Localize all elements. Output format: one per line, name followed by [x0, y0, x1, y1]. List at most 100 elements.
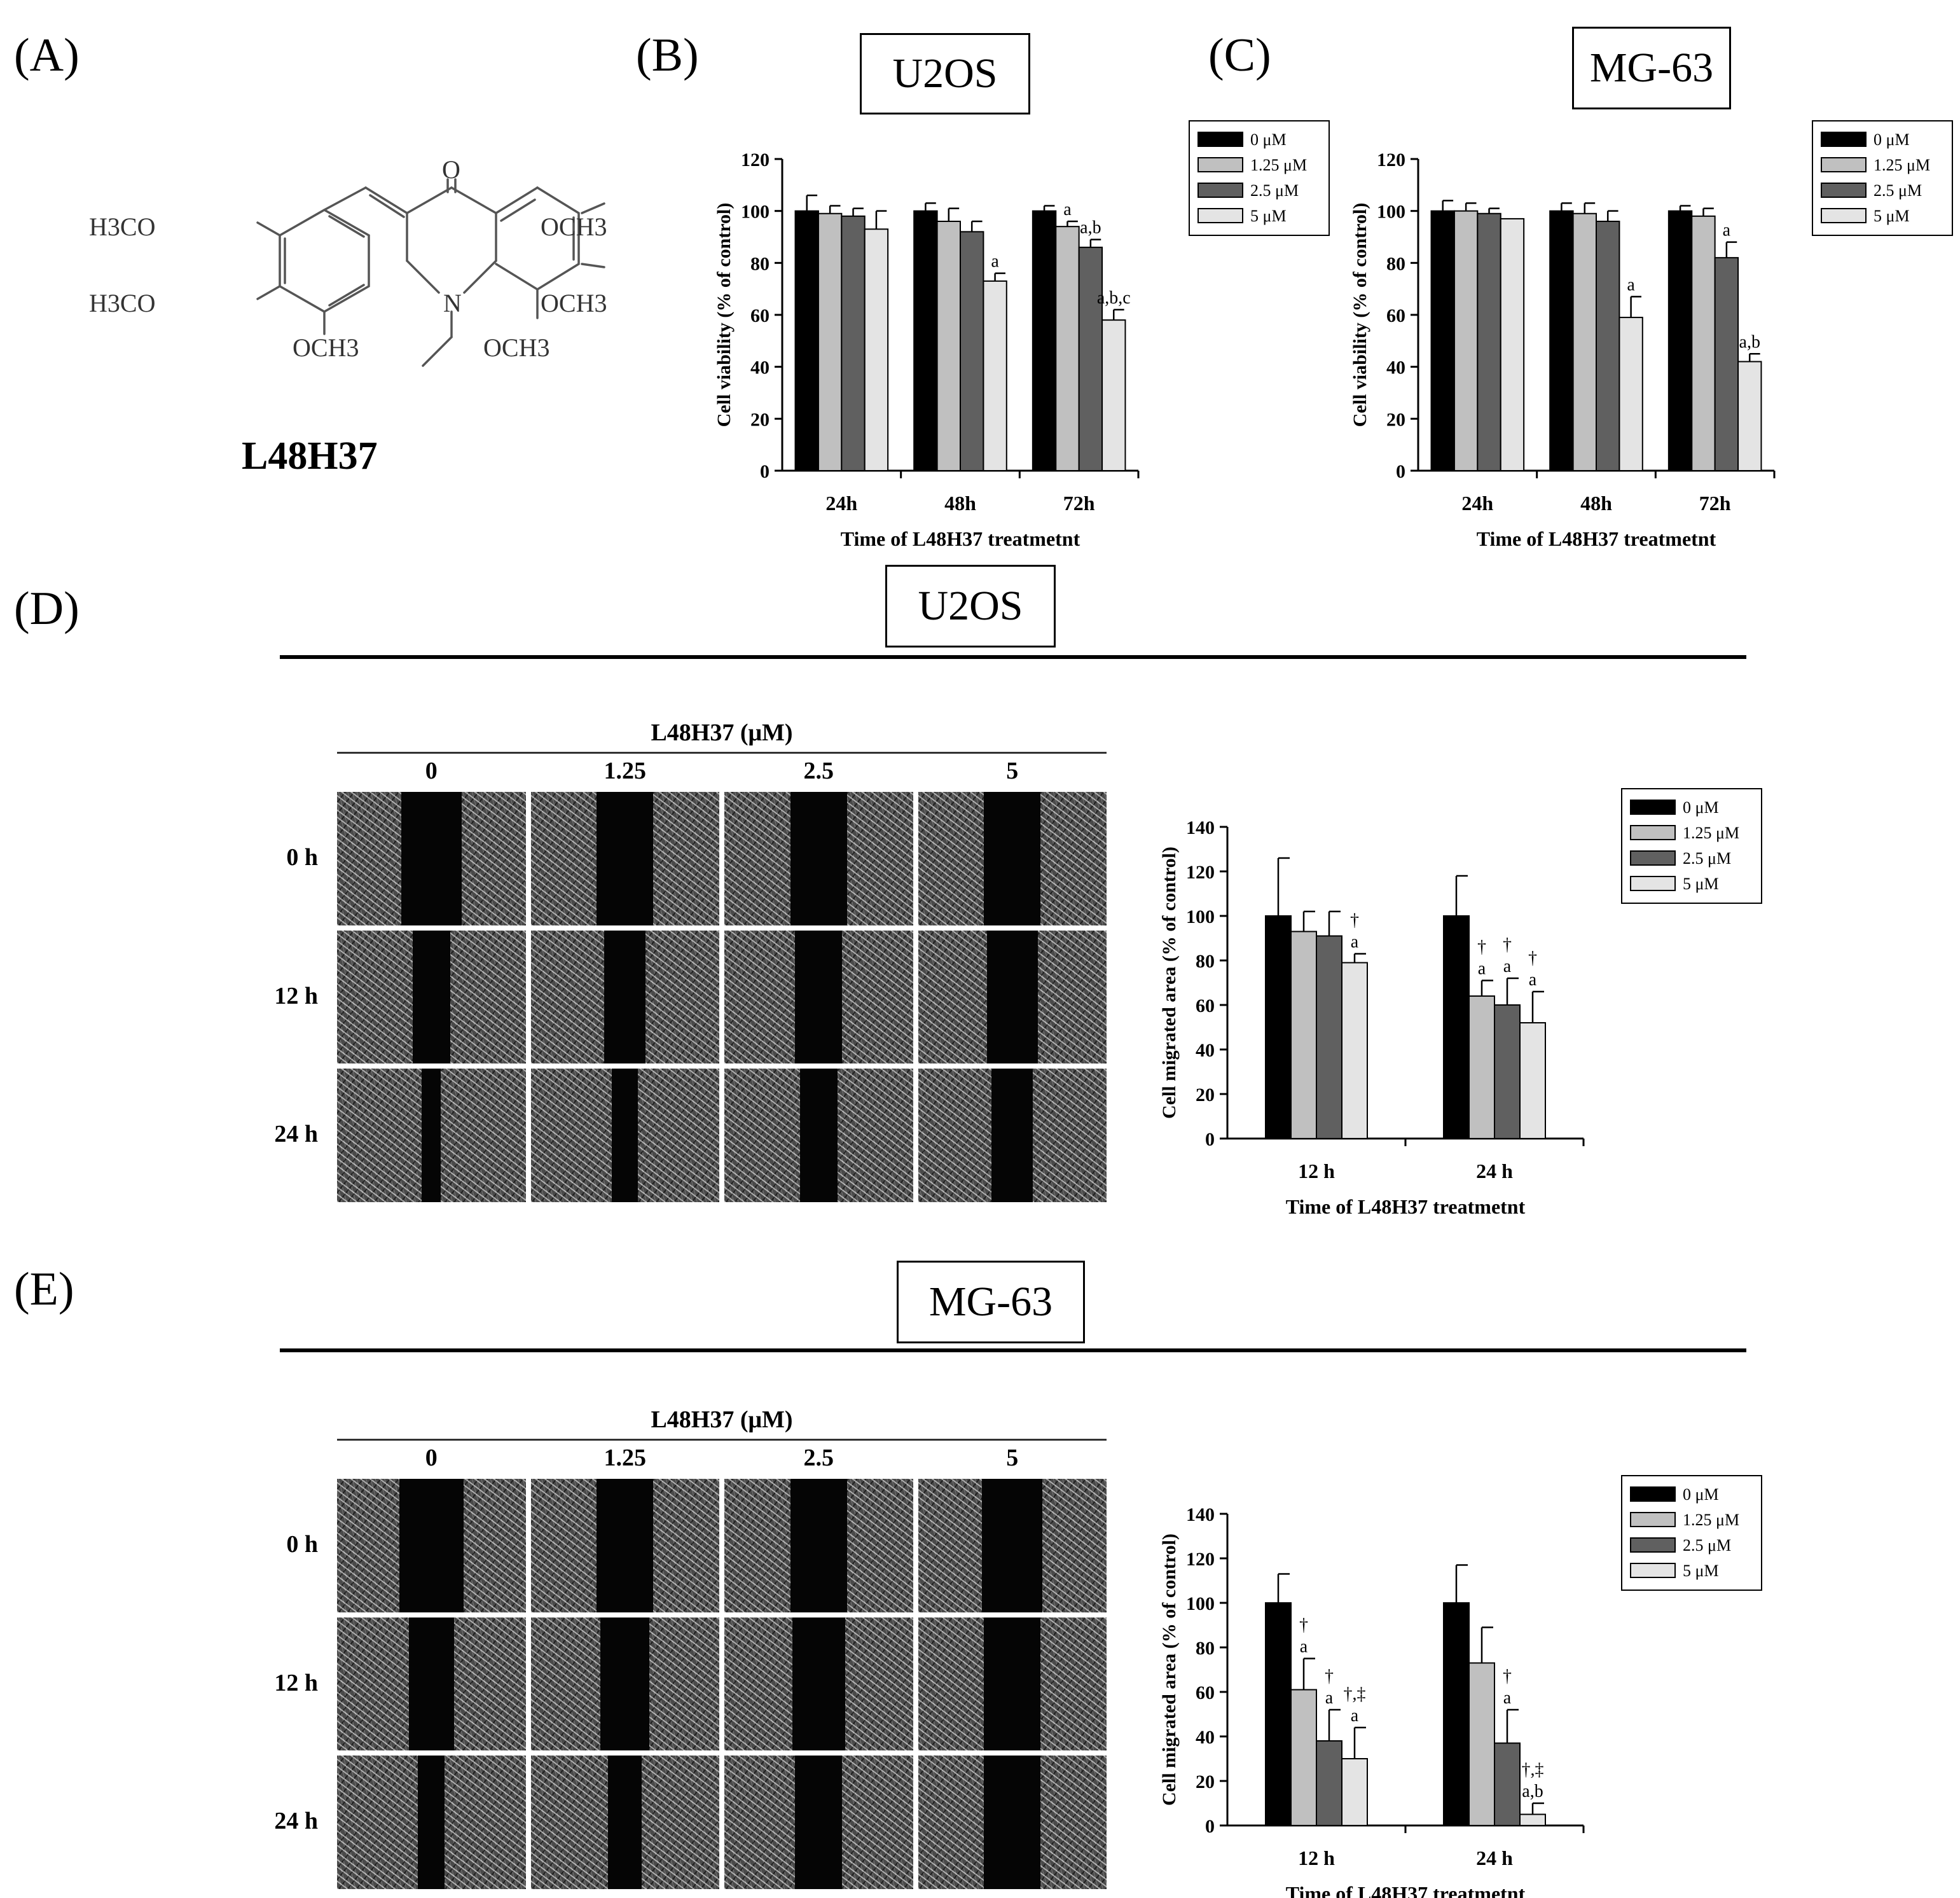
significance-label: a,b	[1080, 218, 1101, 238]
y-tick-label: 40	[1196, 1040, 1215, 1061]
bar	[1714, 257, 1739, 472]
significance-label: a	[991, 252, 999, 272]
significance-label: a	[1503, 1688, 1512, 1708]
legend-label: 1.25 μM	[1683, 1511, 1739, 1529]
section-rule-e	[280, 1348, 1746, 1352]
significance-label: a	[1351, 932, 1359, 952]
x-tick-label: 12 h	[1298, 1160, 1335, 1182]
significance-label: a	[1325, 1688, 1334, 1708]
wound-gap	[418, 1756, 445, 1889]
y-axis-title: Cell viability (% of control)	[1349, 203, 1370, 427]
significance-label: a	[1300, 1637, 1308, 1657]
substituent-left-top: H3CO	[89, 212, 155, 241]
significance-label: †,‡	[1522, 1760, 1544, 1780]
legend-label: 0 μM	[1683, 1485, 1719, 1504]
legend-swatch	[1630, 1537, 1676, 1553]
significance-label: a,b,c	[1097, 288, 1131, 308]
micrograph-image	[724, 792, 913, 925]
micrograph-column-label: 0	[425, 1444, 438, 1471]
x-axis-title: Time of L48H37 treatmetnt	[841, 527, 1080, 550]
micrograph-image	[724, 1069, 913, 1202]
legend-swatch	[1630, 1512, 1676, 1527]
micrograph-image	[530, 930, 719, 1064]
micrograph-image	[918, 1756, 1107, 1889]
y-tick-label: 60	[750, 305, 770, 326]
micrograph-image	[530, 1756, 719, 1889]
significance-label: a	[1723, 221, 1731, 240]
bar	[1500, 218, 1525, 472]
micrograph-grid-d: L48H37 (μM) 0 1.25 2.5 5 0 h 12 h 24 h	[242, 719, 1107, 1202]
micrograph-header: L48H37 (μM)	[651, 719, 793, 746]
micrograph-image	[918, 1069, 1107, 1202]
significance-label: †,‡	[1344, 1684, 1366, 1704]
y-axis-title: Cell viability (% of control)	[714, 203, 735, 427]
wound-gap	[401, 792, 462, 925]
wound-gap	[597, 792, 654, 925]
bar	[794, 210, 819, 472]
legend-label: 2.5 μM	[1683, 849, 1731, 868]
bar	[1443, 915, 1470, 1139]
bar	[1453, 210, 1479, 472]
y-tick-label: 40	[1196, 1727, 1215, 1748]
y-tick-label: 100	[741, 202, 770, 223]
y-tick-label: 20	[1386, 409, 1405, 430]
legend-label: 0 μM	[1683, 798, 1719, 817]
legend-swatch	[1197, 157, 1243, 172]
significance-label: †	[1325, 1666, 1334, 1686]
y-tick-label: 20	[1196, 1084, 1215, 1105]
bar	[1101, 319, 1126, 471]
bar	[1265, 1602, 1292, 1826]
micrograph-row-label: 0 h	[286, 1530, 318, 1558]
x-tick-label: 24h	[825, 492, 857, 515]
legend-swatch	[1821, 183, 1867, 198]
wound-gap	[597, 1479, 654, 1612]
y-tick-label: 0	[1205, 1129, 1215, 1150]
legend-label: 2.5 μM	[1874, 181, 1922, 200]
micrograph-grid-e: L48H37 (μM) 0 1.25 2.5 5 0 h 12 h 24 h	[242, 1406, 1107, 1889]
bar	[1032, 210, 1057, 472]
micrograph-image	[337, 1479, 526, 1612]
legend-label: 2.5 μM	[1683, 1536, 1731, 1555]
micrograph-image	[337, 792, 526, 925]
bar	[864, 228, 889, 471]
cell-line-title-e: MG-63	[897, 1261, 1085, 1343]
legend-label: 5 μM	[1683, 875, 1719, 893]
legend-label: 1.25 μM	[1874, 156, 1930, 174]
wound-gap	[611, 1069, 638, 1202]
bar	[1341, 1758, 1368, 1826]
panel-label-a: (A)	[14, 29, 79, 81]
x-tick-label: 48h	[944, 492, 976, 515]
y-tick-label: 40	[1386, 357, 1405, 378]
y-tick-label: 80	[1196, 1638, 1215, 1659]
y-tick-label: 60	[1386, 305, 1405, 326]
wound-gap	[604, 930, 646, 1064]
y-tick-label: 20	[1196, 1771, 1215, 1792]
chart-b: 0 20 40 60 80 100 120 24h 48h a 72h a a,b a,b,c Time o…	[714, 120, 1330, 550]
bar	[1443, 1602, 1470, 1826]
legend-swatch	[1630, 850, 1676, 866]
legend-label: 1.25 μM	[1250, 156, 1307, 174]
bar	[1691, 215, 1716, 471]
y-tick-label: 120	[1377, 149, 1405, 170]
bar	[1519, 1022, 1546, 1139]
wound-gap	[399, 1479, 464, 1612]
bar	[1265, 915, 1292, 1139]
wound-gap	[984, 1756, 1041, 1889]
significance-label: †	[1350, 911, 1359, 931]
y-tick-label: 0	[760, 461, 770, 482]
micrograph-row-label: 24 h	[274, 1808, 318, 1835]
micrograph-header: L48H37 (μM)	[651, 1406, 793, 1433]
y-tick-label: 100	[1186, 1593, 1215, 1614]
wound-gap	[799, 1069, 838, 1202]
x-tick-label: 24h	[1461, 492, 1493, 515]
legend-swatch	[1197, 183, 1243, 198]
micrograph-image	[530, 792, 719, 925]
y-tick-label: 120	[1186, 1549, 1215, 1570]
y-tick-label: 60	[1196, 995, 1215, 1016]
bar	[841, 215, 866, 471]
wound-gap	[982, 1479, 1043, 1612]
legend-swatch	[1821, 208, 1867, 223]
significance-label: a	[1063, 200, 1072, 219]
y-tick-label: 140	[1186, 1504, 1215, 1525]
